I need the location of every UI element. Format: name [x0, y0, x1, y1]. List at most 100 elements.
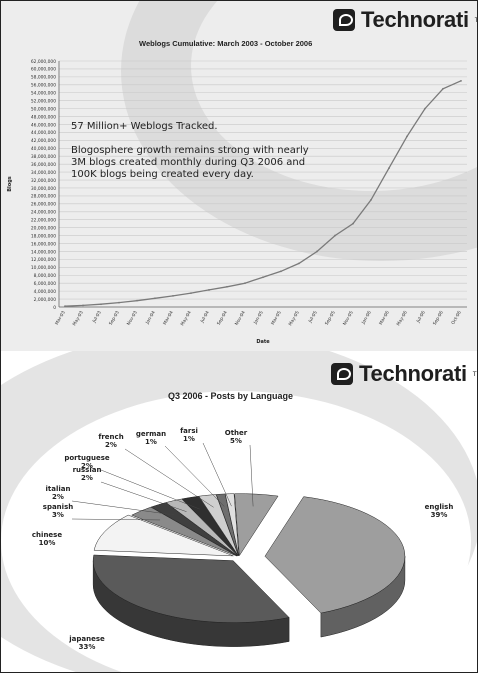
slice-label-chinese: chinese — [32, 531, 62, 539]
slice-pct-chinese: 10% — [39, 539, 56, 547]
y-tick-label: 48,000,000 — [31, 114, 56, 120]
technorati-logo-bottom: Technorati TM — [331, 361, 477, 387]
data-point — [370, 198, 372, 201]
slice-pct-russian: 2% — [81, 474, 93, 482]
y-tick-label: 62,000,000 — [31, 59, 56, 65]
slice-label-japanese: japanese — [68, 635, 105, 643]
technorati-logo: Technorati TM — [333, 7, 477, 33]
technorati-logo-icon — [333, 9, 355, 31]
data-point — [334, 234, 336, 237]
y-tick-label: 46,000,000 — [31, 122, 56, 128]
x-tick-label: Mar-04 — [162, 310, 175, 326]
y-tick-label: 58,000,000 — [31, 75, 56, 81]
slice-label-german: german — [136, 430, 166, 438]
data-point — [406, 135, 408, 138]
y-tick-label: 16,000,000 — [31, 241, 56, 247]
slice-pct-japanese: 33% — [79, 643, 96, 651]
data-point — [136, 299, 138, 302]
pie-slice-other — [234, 493, 279, 557]
pie-slice-english — [264, 496, 406, 614]
data-point — [298, 262, 300, 265]
pie-slice-italian — [150, 502, 238, 557]
x-tick-label: Oct-06 — [450, 310, 463, 326]
y-tick-label: 34,000,000 — [31, 170, 56, 176]
data-point — [442, 87, 444, 90]
y-tick-label: 0 — [53, 305, 56, 311]
y-tick-label: 18,000,000 — [31, 233, 56, 239]
y-tick-label: 50,000,000 — [31, 106, 56, 112]
data-point — [424, 107, 426, 110]
x-tick-label: Sep-05 — [324, 310, 337, 327]
x-tick-label: Nov-04 — [234, 310, 247, 327]
leader-line — [202, 442, 232, 507]
y-tick-label: 54,000,000 — [31, 91, 56, 97]
data-point — [64, 305, 66, 308]
brand-tm: TM — [475, 17, 477, 24]
x-tick-label: Jan-04 — [144, 310, 157, 326]
line-chart-title: Weblogs Cumulative: March 2003 - October… — [139, 39, 313, 48]
leader-line — [124, 448, 214, 508]
y-tick-label: 42,000,000 — [31, 138, 56, 144]
y-tick-label: 2,000,000 — [34, 297, 57, 303]
slice-pct-english: 39% — [431, 511, 448, 519]
slice-label-portuguese: portuguese — [64, 454, 110, 462]
callout-headline: 57 Million+ Weblogs Tracked. — [71, 121, 218, 132]
x-tick-label: Mar-05 — [270, 310, 283, 326]
y-tick-label: 26,000,000 — [31, 202, 56, 208]
y-tick-label: 14,000,000 — [31, 249, 56, 255]
x-tick-label: May-05 — [287, 310, 300, 327]
x-tick-label: Nov-03 — [126, 310, 139, 327]
data-point — [388, 167, 390, 170]
x-tick-label: Mar-03 — [54, 310, 67, 326]
line-chart: 0 2,000,000 4,000,000 6,000,000 8,000,000 10,… — [7, 59, 467, 345]
slice-label-italian: italian — [46, 485, 71, 493]
data-point — [280, 270, 282, 273]
slice-pct-italian: 2% — [52, 493, 64, 501]
data-point — [460, 79, 462, 82]
y-axis-label: Blogs — [7, 176, 13, 192]
callout-box: 57 Million+ Weblogs Tracked. Blogosphere… — [71, 121, 326, 181]
x-axis-label: Date — [256, 339, 270, 345]
y-tick-label: 32,000,000 — [31, 178, 56, 184]
y-tick-label: 28,000,000 — [31, 194, 56, 200]
x-tick-label: Sep-04 — [216, 310, 229, 327]
slice-label-english: english — [425, 503, 454, 511]
y-tick-label: 36,000,000 — [31, 162, 56, 168]
callout-body: Blogosphere growth remains strong with n… — [71, 145, 309, 180]
y-tick-label: 20,000,000 — [31, 225, 56, 231]
leader-line — [100, 469, 200, 510]
slice-pct-farsi: 1% — [183, 435, 195, 443]
leader-line — [164, 445, 225, 507]
slice-pct-other: 5% — [230, 437, 242, 445]
y-tick-label: 30,000,000 — [31, 186, 56, 192]
x-tick-label: Jan-06 — [360, 310, 373, 326]
line-chart-panel: Technorati TM Weblogs Cumulative: March 2… — [1, 1, 477, 351]
pie-chart-title: Q3 2006 - Posts by Language — [168, 391, 294, 401]
data-point — [154, 297, 156, 300]
slice-pct-german: 1% — [145, 438, 157, 446]
y-tick-label: 38,000,000 — [31, 154, 56, 160]
brand-tm-bottom: TM — [472, 370, 477, 378]
pie-slice-portuguese — [181, 495, 239, 556]
pie-slice-farsi — [224, 493, 240, 556]
y-tick-label: 22,000,000 — [31, 218, 56, 224]
leader-line — [71, 518, 161, 521]
x-tick-label: Jul-05 — [307, 310, 319, 325]
brand-name-bottom: Technorati — [359, 361, 467, 386]
y-tick-label: 24,000,000 — [31, 210, 56, 216]
y-tick-label: 44,000,000 — [31, 130, 56, 136]
leader-line — [71, 500, 175, 516]
leader-line — [100, 481, 187, 512]
x-tick-label: Nov-05 — [342, 310, 355, 327]
data-point — [190, 292, 192, 295]
x-tick-label: Jan-05 — [252, 310, 265, 326]
brand-name: Technorati — [361, 7, 469, 32]
x-tick-label: Sep-06 — [432, 310, 445, 327]
data-point — [172, 294, 174, 297]
technorati-logo-icon-bottom — [331, 363, 353, 385]
slice-label-other: Other — [225, 429, 248, 437]
slice-pct-portuguese: 2% — [81, 462, 93, 470]
leader-line — [249, 444, 254, 507]
pie-slice-chinese — [93, 514, 234, 557]
